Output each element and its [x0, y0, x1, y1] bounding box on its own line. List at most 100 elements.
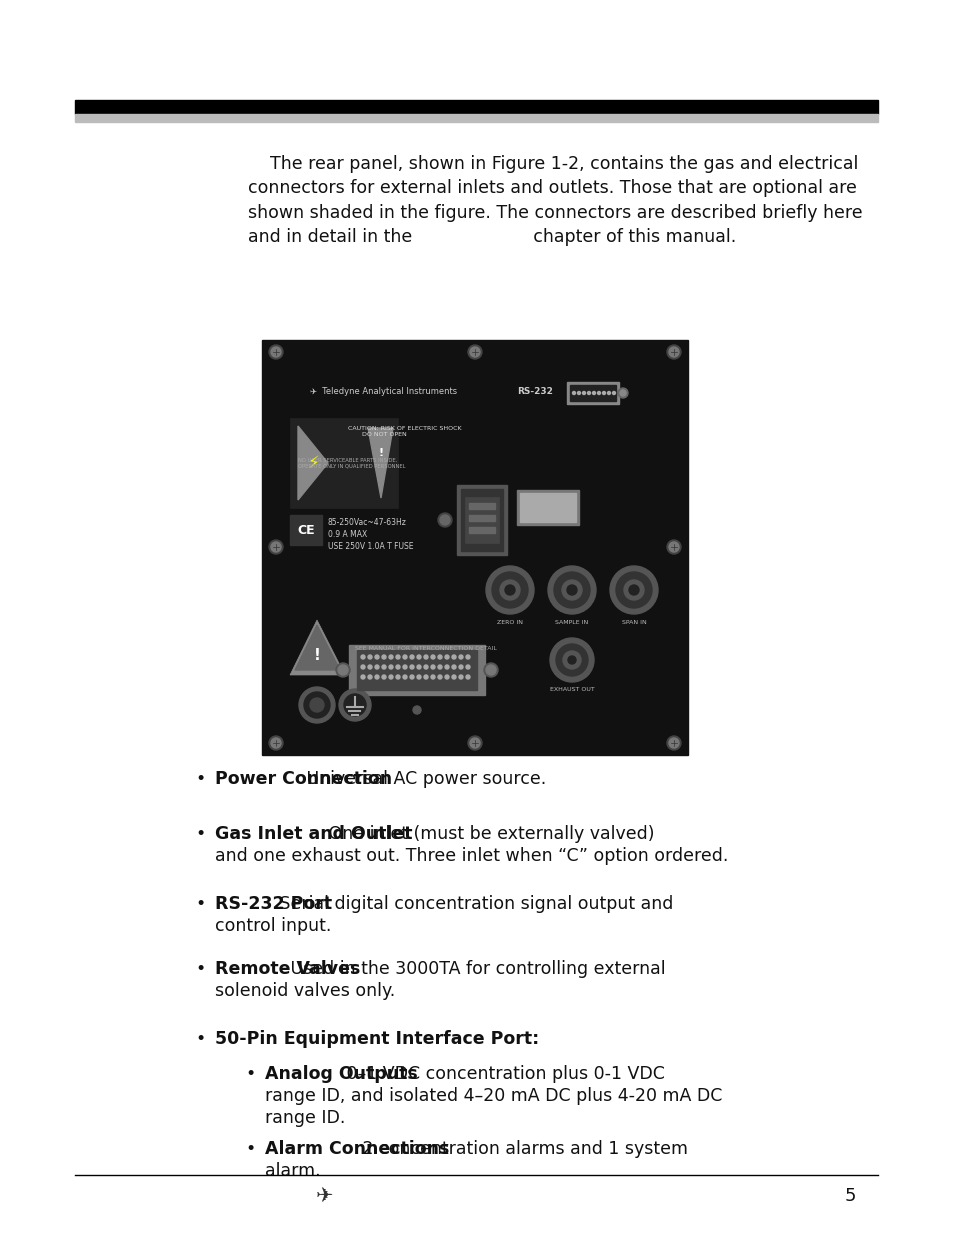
Circle shape — [375, 655, 378, 659]
Circle shape — [271, 542, 281, 552]
Circle shape — [504, 585, 515, 595]
Circle shape — [310, 698, 324, 713]
Circle shape — [572, 391, 575, 394]
Text: SAMPLE IN: SAMPLE IN — [555, 620, 588, 625]
Circle shape — [465, 664, 470, 669]
Circle shape — [344, 694, 366, 716]
Text: Universal AC power source.: Universal AC power source. — [301, 769, 546, 788]
Text: •: • — [245, 1140, 255, 1158]
Text: and one exhaust out. Three inlet when “C” option ordered.: and one exhaust out. Three inlet when “C… — [214, 847, 727, 864]
Text: RS-232: RS-232 — [517, 388, 553, 396]
Circle shape — [431, 664, 435, 669]
Bar — [456, 485, 506, 555]
Circle shape — [628, 585, 639, 595]
Circle shape — [444, 664, 449, 669]
Circle shape — [465, 676, 470, 679]
Circle shape — [452, 664, 456, 669]
Polygon shape — [297, 426, 328, 500]
Text: control input.: control input. — [214, 918, 331, 935]
Circle shape — [666, 540, 680, 555]
Circle shape — [485, 664, 496, 676]
Circle shape — [402, 655, 407, 659]
Circle shape — [612, 391, 615, 394]
Circle shape — [666, 736, 680, 750]
Text: range ID, and isolated 4–20 mA DC plus 4-20 mA DC: range ID, and isolated 4–20 mA DC plus 4… — [265, 1087, 721, 1105]
Circle shape — [550, 638, 594, 682]
Circle shape — [423, 664, 428, 669]
Circle shape — [269, 540, 283, 555]
Bar — [262, 340, 687, 755]
Circle shape — [470, 739, 479, 748]
Circle shape — [619, 390, 625, 396]
Circle shape — [381, 655, 386, 659]
Circle shape — [395, 676, 399, 679]
Circle shape — [437, 513, 452, 527]
Bar — [356, 650, 476, 690]
Text: 85-250Vac~47-63Hz
0.9 A MAX
USE 250V 1.0A T FUSE: 85-250Vac~47-63Hz 0.9 A MAX USE 250V 1.0… — [328, 517, 413, 551]
Circle shape — [668, 739, 679, 748]
Bar — [469, 515, 495, 521]
Circle shape — [416, 676, 420, 679]
Circle shape — [381, 664, 386, 669]
Circle shape — [431, 655, 435, 659]
Circle shape — [567, 656, 576, 664]
Text: range ID.: range ID. — [265, 1109, 345, 1128]
Circle shape — [666, 345, 680, 359]
Circle shape — [437, 676, 441, 679]
Circle shape — [597, 391, 599, 394]
Circle shape — [602, 391, 605, 394]
Circle shape — [437, 655, 441, 659]
Circle shape — [368, 664, 372, 669]
Text: ✈  Teledyne Analytical Instruments: ✈ Teledyne Analytical Instruments — [310, 388, 456, 396]
Circle shape — [485, 566, 534, 614]
Circle shape — [402, 664, 407, 669]
Circle shape — [483, 663, 497, 677]
Text: CAUTION: RISK OF ELECTRIC SHOCK
       DO NOT OPEN: CAUTION: RISK OF ELECTRIC SHOCK DO NOT O… — [348, 426, 461, 437]
Bar — [290, 417, 397, 508]
Text: ✈: ✈ — [315, 1186, 334, 1207]
Text: CE: CE — [297, 524, 314, 536]
Circle shape — [269, 345, 283, 359]
Circle shape — [577, 391, 579, 394]
Circle shape — [470, 347, 479, 357]
Circle shape — [437, 664, 441, 669]
Circle shape — [381, 676, 386, 679]
Text: •: • — [194, 825, 205, 844]
Circle shape — [562, 651, 580, 669]
Text: alarm.: alarm. — [265, 1162, 320, 1179]
Circle shape — [360, 664, 365, 669]
Bar — [469, 503, 495, 509]
Text: ⚡: ⚡ — [307, 454, 318, 472]
Circle shape — [609, 566, 658, 614]
Bar — [569, 385, 616, 401]
Circle shape — [375, 664, 378, 669]
Circle shape — [337, 664, 348, 676]
Circle shape — [465, 655, 470, 659]
Circle shape — [375, 676, 378, 679]
Text: 2 concentration alarms and 1 system: 2 concentration alarms and 1 system — [356, 1140, 687, 1158]
Circle shape — [389, 655, 393, 659]
Text: •: • — [194, 769, 205, 788]
Bar — [469, 527, 495, 534]
Bar — [464, 496, 498, 543]
Circle shape — [413, 706, 420, 714]
Bar — [519, 493, 576, 522]
Bar — [517, 490, 578, 525]
Circle shape — [335, 663, 350, 677]
Text: ZERO IN: ZERO IN — [497, 620, 522, 625]
Circle shape — [452, 655, 456, 659]
Text: Analog Outputs: Analog Outputs — [265, 1065, 417, 1083]
Text: •: • — [194, 895, 205, 913]
Circle shape — [492, 572, 527, 608]
Circle shape — [468, 736, 481, 750]
Circle shape — [271, 739, 281, 748]
Circle shape — [395, 655, 399, 659]
Circle shape — [360, 676, 365, 679]
Circle shape — [368, 676, 372, 679]
Text: solenoid valves only.: solenoid valves only. — [214, 982, 395, 1000]
Circle shape — [607, 391, 610, 394]
Text: •: • — [194, 960, 205, 978]
Bar — [75, 114, 877, 122]
Circle shape — [444, 676, 449, 679]
Circle shape — [269, 736, 283, 750]
